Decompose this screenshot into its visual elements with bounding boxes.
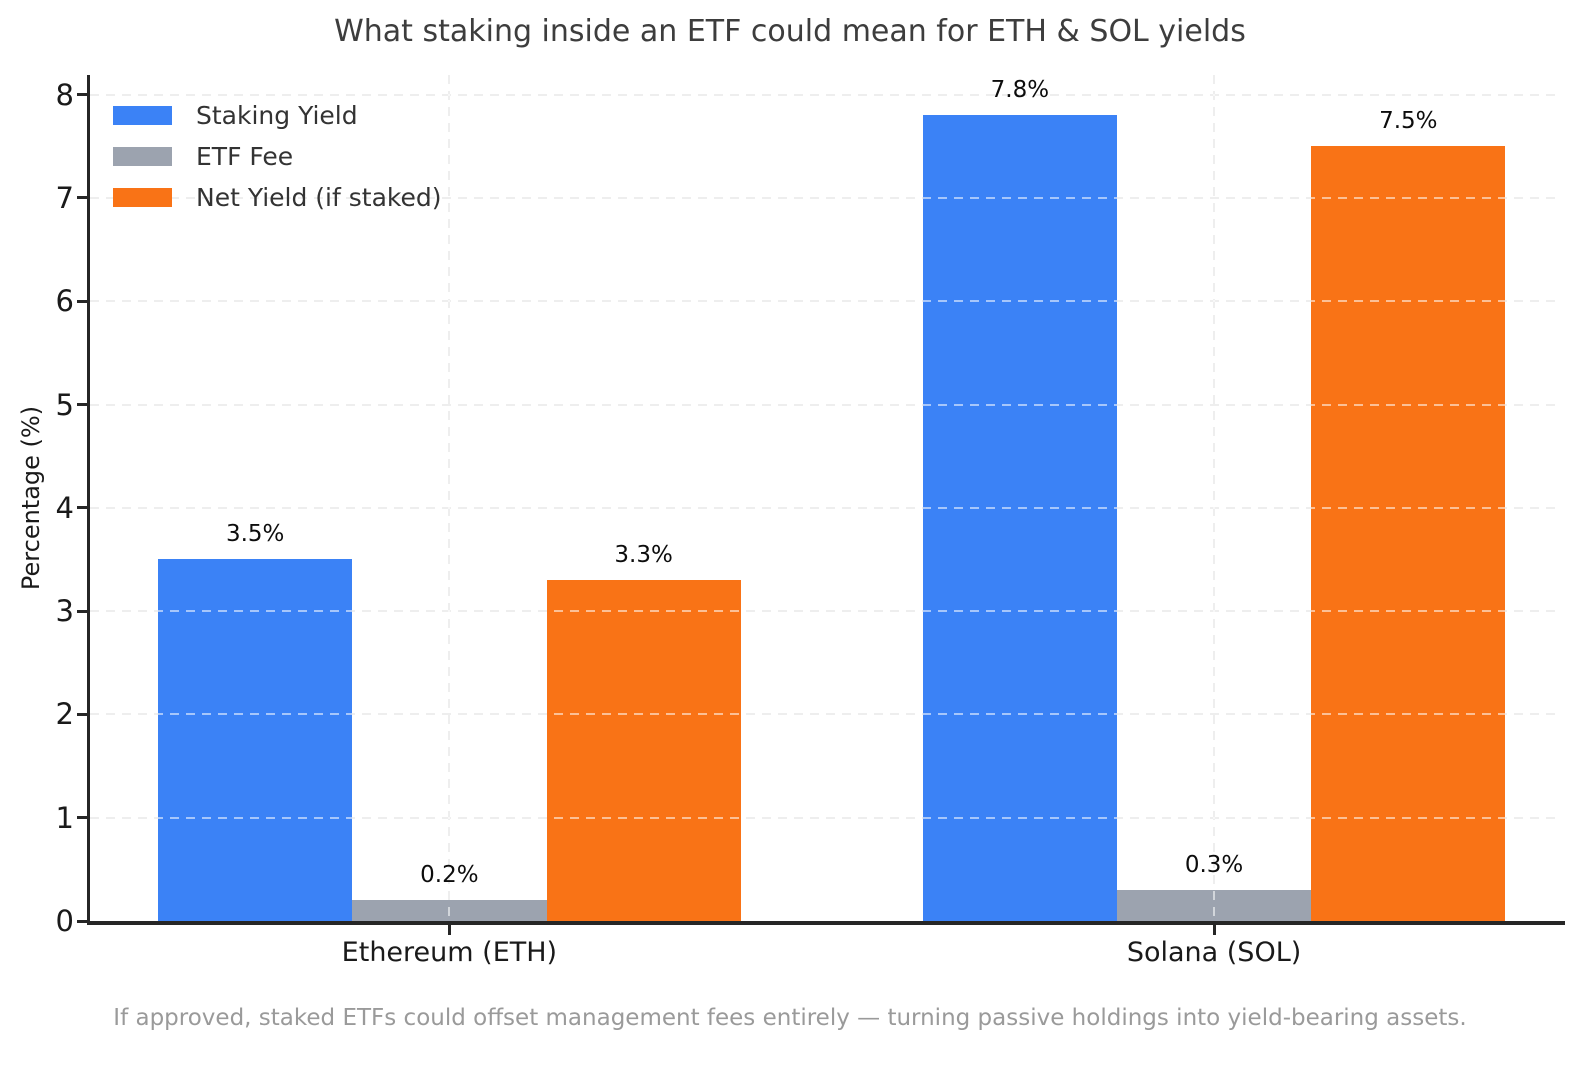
y-tick-8 [77,93,87,97]
x-tick-ethereum-eth [447,925,451,935]
gridline-h-over-5 [90,403,1562,406]
y-tick-label-6: 6 [55,284,74,319]
bar-value-label-staking-yield-solana-sol: 7.8% [990,77,1050,104]
legend: Staking Yield ETF Fee Net Yield (if staked… [113,100,441,212]
y-tick-4 [77,506,87,510]
legend-label-etf-fee: ETF Fee [196,141,294,171]
y-axis-spine [87,75,90,924]
y-tick-label-3: 3 [55,594,74,629]
gridline-h-over-3 [90,610,1562,613]
y-tick-2 [77,712,87,716]
x-tick-solana-sol [1212,925,1216,935]
y-tick-label-0: 0 [55,904,74,938]
plot-area: 3.5% 7.8% 0.2% 0.3% 3.3% 7.5% [77,75,1565,935]
bar-value-label-net-yield-if-staked-solana-sol: 7.5% [1379,108,1438,135]
bar-value-label-staking-yield-ethereum-eth: 3.5% [225,521,285,548]
y-tick-label-7: 7 [55,180,74,215]
bar-value-label-net-yield-if-staked-ethereum-eth: 3.3% [614,542,673,569]
gridline-v-over-solana-sol [1213,75,1216,921]
gridline-h-over-8 [90,93,1562,96]
y-tick-6 [77,299,87,303]
legend-swatch-staking-yield-icon [113,105,172,125]
legend-label-staking-yield: Staking Yield [196,100,358,130]
y-tick-3 [77,609,87,613]
bar-staking-yield-solana-sol [922,115,1117,921]
gridline-v-over-ethereum-eth [448,75,451,921]
x-axis-spine [87,921,1565,925]
legend-swatch-net-yield-if-staked-icon [113,187,172,207]
bar-staking-yield-ethereum-eth [158,559,353,921]
gridline-h-over-4 [90,506,1562,509]
bar-value-label-etf-fee-solana-sol: 0.3% [1184,852,1244,878]
y-tick-1 [77,816,87,820]
y-tick-7 [77,196,87,200]
bar-net-yield-if-staked-ethereum-eth [546,580,741,921]
legend-item-staking-yield: Staking Yield [113,100,441,130]
y-tick-label-4: 4 [55,490,74,525]
y-tick-label-1: 1 [55,800,74,835]
gridline-h-over-6 [90,300,1562,303]
y-tick-label-5: 5 [55,387,74,422]
x-tick-label-ethereum-eth: Ethereum (ETH) [341,937,558,968]
y-tick-0 [77,919,87,923]
legend-swatch-etf-fee-icon [113,146,172,166]
y-tick-label-8: 8 [55,77,74,112]
chart-caption: If approved, staked ETFs could offset ma… [113,1005,1467,1031]
gridline-h-over-7 [90,196,1562,199]
bar-net-yield-if-staked-solana-sol [1311,146,1506,921]
bar-value-label-etf-fee-ethereum-eth: 0.2% [420,862,479,889]
legend-item-net-yield-if-staked: Net Yield (if staked) [113,182,441,212]
legend-label-net-yield-if-staked: Net Yield (if staked) [196,182,442,212]
legend-item-etf-fee: ETF Fee [113,141,441,171]
gridline-h-over-1 [90,816,1562,819]
y-tick-label-2: 2 [55,697,74,732]
x-tick-label-solana-sol: Solana (SOL) [1126,937,1302,968]
gridline-h-over-2 [90,713,1562,716]
y-tick-5 [77,403,87,407]
y-axis-label: Percentage (%) [17,405,45,591]
chart-title: What staking inside an ETF could mean fo… [334,14,1246,49]
